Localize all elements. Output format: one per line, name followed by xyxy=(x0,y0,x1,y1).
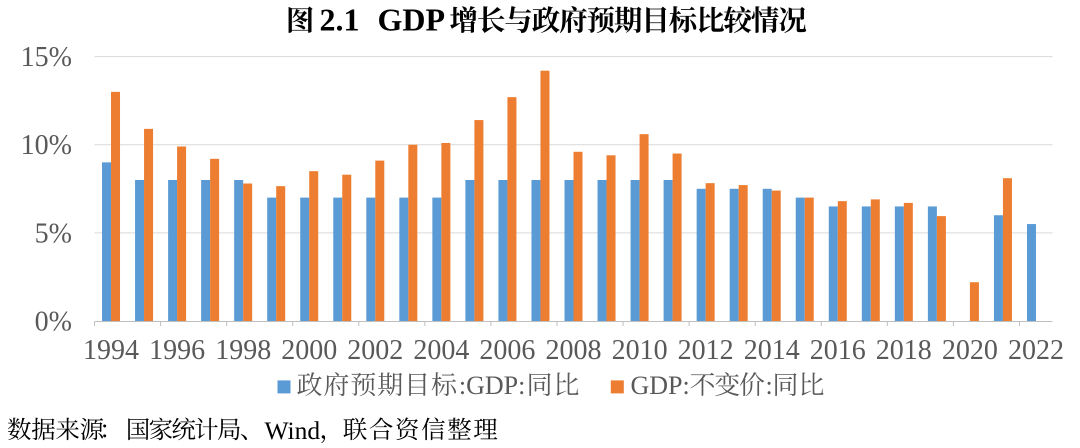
svg-text:2012: 2012 xyxy=(678,335,734,366)
svg-text:2.1: 2.1 xyxy=(320,1,360,37)
svg-text:2010: 2010 xyxy=(612,335,668,366)
svg-text:2020: 2020 xyxy=(942,335,998,366)
svg-text:2006: 2006 xyxy=(479,335,535,366)
svg-text:Wind: Wind xyxy=(265,416,321,445)
svg-text:15%: 15% xyxy=(21,42,72,73)
svg-text:2016: 2016 xyxy=(810,335,866,366)
svg-text:5%: 5% xyxy=(35,218,72,249)
svg-text:2014: 2014 xyxy=(744,335,800,366)
svg-text:GDP: GDP xyxy=(378,1,446,37)
svg-text:10%: 10% xyxy=(21,130,72,161)
svg-text:2018: 2018 xyxy=(876,335,932,366)
svg-text:1994: 1994 xyxy=(83,335,139,366)
svg-text:2022: 2022 xyxy=(1008,335,1064,366)
svg-text:2008: 2008 xyxy=(546,335,602,366)
svg-text:1998: 1998 xyxy=(215,335,271,366)
svg-text::: : xyxy=(766,371,773,400)
svg-text:0%: 0% xyxy=(35,307,72,338)
svg-text:GDP:: GDP: xyxy=(631,371,690,400)
svg-text::GDP:: :GDP: xyxy=(459,371,525,400)
svg-text:1996: 1996 xyxy=(149,335,205,366)
svg-text:2004: 2004 xyxy=(413,335,469,366)
svg-text:2000: 2000 xyxy=(281,335,337,366)
svg-text:2002: 2002 xyxy=(347,335,403,366)
